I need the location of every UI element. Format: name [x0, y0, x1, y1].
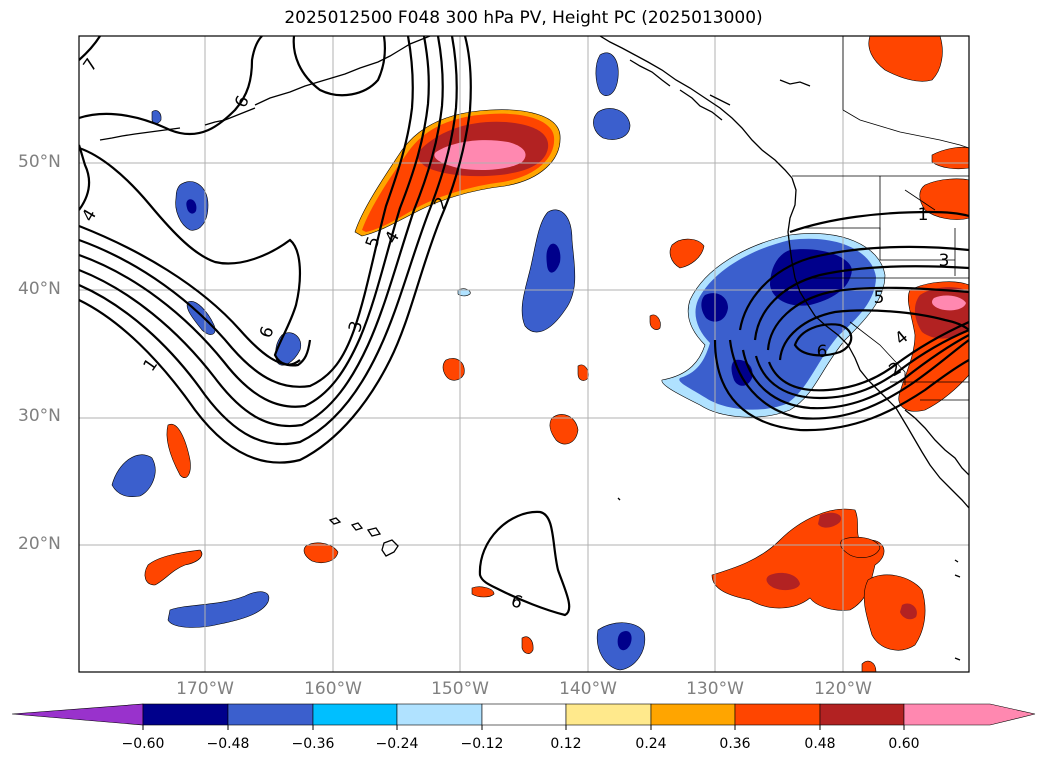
colorbar-tick-label: −0.60	[121, 736, 165, 752]
positive-blob-south-west	[144, 549, 203, 586]
lat-label-40n: 40°N	[18, 279, 61, 299]
colorbar-segment	[396, 703, 483, 726]
lon-label-170w: 170°W	[176, 679, 234, 699]
negative-blob-mid-pacific	[521, 209, 576, 333]
colorbar-segment	[734, 703, 821, 726]
negative-blob-north-1	[595, 52, 619, 96]
colorbar-tick-label: −0.24	[375, 736, 419, 752]
positive-blob-northeast-3	[919, 178, 969, 220]
contour-label-6c: 6	[817, 342, 828, 362]
height-contours	[79, 36, 969, 617]
contour-label-3: 3	[345, 319, 367, 335]
contour-west-trough-1	[79, 36, 472, 464]
colorbar-tick-label: 0.24	[635, 736, 667, 752]
colorbar-segment	[142, 703, 229, 726]
colorbar	[11, 703, 1036, 730]
lat-label-20n: 20°N	[18, 534, 61, 554]
negative-blob-west-4	[111, 454, 156, 497]
colorbar-tick-label: −0.36	[291, 736, 335, 752]
colorbar-tick-label: 0.60	[888, 736, 920, 752]
lat-label-50n: 50°N	[18, 152, 61, 172]
map-plot-area: 7 6 4 1 6 5 4 3 2 6 1 3 5 4 2 6	[79, 36, 969, 672]
map-title: 2025012500 F048 300 hPa PV, Height PC (2…	[284, 8, 763, 28]
contour-label-5b: 5	[874, 288, 885, 308]
hawaii-islands	[328, 517, 399, 557]
lon-label-150w: 150°W	[431, 679, 489, 699]
lon-label-140w: 140°W	[559, 679, 617, 699]
lon-label-160w: 160°W	[304, 679, 362, 699]
negative-blob-south-1	[167, 591, 270, 628]
contour-label-3b: 3	[939, 251, 950, 271]
colorbar-extend-min	[11, 703, 144, 726]
lon-label-130w: 130°W	[686, 679, 744, 699]
positive-blob-south-east-2	[863, 574, 926, 651]
contour-west-coast-low	[738, 245, 969, 331]
contour-low-center	[79, 224, 312, 367]
colorbar-segment	[227, 703, 314, 726]
positive-blob-northeast-1	[868, 36, 943, 82]
alaska-panhandle-coast	[599, 36, 793, 179]
colorbar-extend-max	[903, 703, 1036, 726]
colorbar-segment	[819, 703, 905, 726]
colorbar-tick-label: 0.36	[719, 736, 751, 752]
colorbar-segment	[650, 703, 736, 726]
contour-south-high	[478, 510, 571, 617]
positive-blob-west	[166, 423, 191, 479]
positive-blob-south-east	[711, 508, 885, 611]
colorbar-segment	[565, 703, 652, 726]
political-borders	[792, 36, 969, 401]
colorbar-segment	[312, 703, 398, 726]
negative-blob-north-2	[593, 108, 631, 140]
contour-label-1b: 1	[918, 205, 929, 225]
colorbar-segment	[481, 703, 567, 726]
west-coast-na	[787, 177, 969, 509]
plot-frame	[78, 35, 970, 673]
baja-coast	[904, 409, 969, 476]
colorbar-tick-label: 0.12	[550, 736, 582, 752]
colorbar-tick-label: −0.48	[206, 736, 250, 752]
lat-label-30n: 30°N	[18, 406, 61, 426]
lon-label-120w: 120°W	[814, 679, 872, 699]
colorbar-tick-label: 0.48	[804, 736, 836, 752]
colorbar-tick-label: −0.12	[460, 736, 504, 752]
